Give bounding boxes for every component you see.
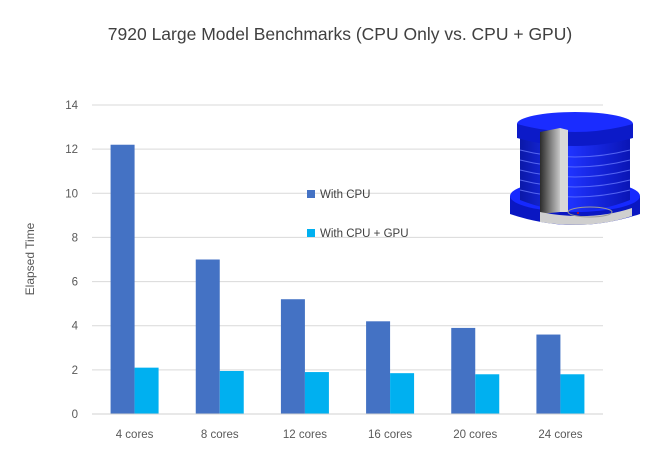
legend-swatch-with-cpu [307,190,315,198]
y-axis-label: Elapsed Time [23,222,37,295]
bar-with-cpu-8-cores [195,259,220,414]
bar-with-cpu-gpu-4-cores [134,367,159,414]
y-tick-label: 14 [65,100,78,112]
y-tick-label: 2 [72,365,78,377]
bars [110,144,585,414]
y-tick-labels: 0 2 4 6 8 10 12 14 [65,100,78,421]
bar-with-cpu-12-cores [280,299,305,414]
chart-title: 7920 Large Model Benchmarks (CPU Only vs… [108,24,572,44]
y-tick-label: 8 [72,232,78,244]
x-tick-labels: 4 cores 8 cores 12 cores 16 cores 20 cores 24… [116,429,583,441]
x-tick-label: 4 cores [116,429,154,441]
bar-with-cpu-gpu-20-cores [475,374,500,414]
bar-with-cpu-gpu-24-cores [560,374,585,414]
x-tick-label: 12 cores [283,429,327,441]
gridlines [92,104,603,371]
bar-with-cpu-16-cores [366,321,391,414]
y-tick-label: 12 [65,144,78,156]
bar-with-cpu-24-cores [536,334,561,414]
y-tick-label: 0 [72,409,78,421]
y-tick-label: 6 [72,277,78,289]
legend-label-with-cpu: With CPU [320,189,370,201]
legend: With CPU With CPU + GPU [307,189,409,240]
legend-swatch-with-cpu-gpu [307,229,315,237]
x-tick-label: 16 cores [368,429,412,441]
bar-with-cpu-gpu-12-cores [304,372,329,414]
bar-with-cpu-20-cores [451,327,476,414]
3d-model-render-image [510,112,640,225]
bar-with-cpu-gpu-16-cores [390,373,415,414]
x-tick-label: 8 cores [201,429,239,441]
y-tick-label: 4 [72,321,79,333]
legend-label-with-cpu-gpu: With CPU + GPU [320,228,409,240]
x-tick-label: 24 cores [538,429,582,441]
x-tick-label: 20 cores [453,429,497,441]
bar-with-cpu-gpu-8-cores [219,370,244,414]
y-tick-label: 10 [65,188,78,200]
bar-with-cpu-4-cores [110,144,135,414]
